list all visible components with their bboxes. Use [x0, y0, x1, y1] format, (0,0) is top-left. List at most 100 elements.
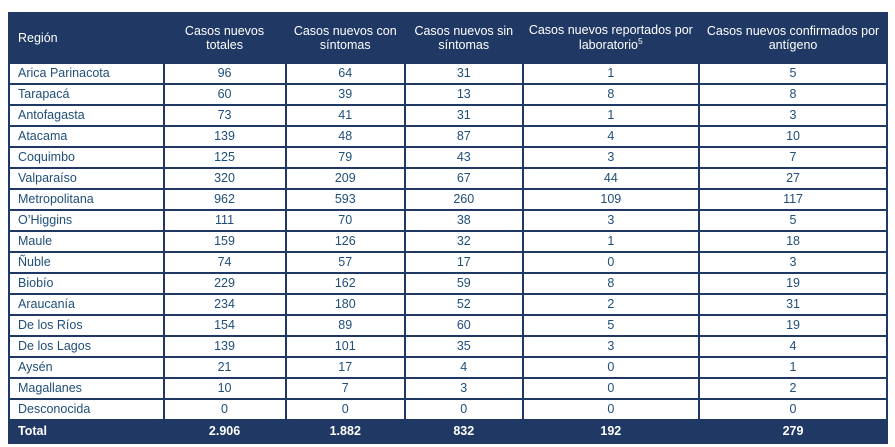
region-name: Atacama — [8, 125, 165, 148]
table-row: Ñuble 74 57 17 0 3 — [8, 251, 888, 274]
cell-value: 96 — [162, 62, 287, 85]
table-row: Desconocida 0 0 0 0 0 — [8, 398, 888, 421]
column-header-casos-reportados-laboratorio: Casos nuevos reportados por laboratorio5 — [521, 12, 701, 64]
cell-value: 48 — [284, 125, 406, 148]
cell-value: 0 — [284, 398, 406, 421]
cell-value: 35 — [403, 335, 524, 358]
column-header-lab-label: Casos nuevos reportados por laboratorio — [528, 23, 693, 53]
cell-value: 180 — [284, 293, 406, 316]
total-value: 192 — [521, 419, 701, 444]
cell-value: 52 — [403, 293, 524, 316]
cell-value: 1 — [521, 104, 701, 127]
cell-value: 17 — [403, 251, 524, 274]
cell-value: 154 — [162, 314, 287, 337]
cell-value: 10 — [162, 377, 287, 400]
cell-value: 89 — [284, 314, 406, 337]
cell-value: 162 — [284, 272, 406, 295]
cell-value: 139 — [162, 125, 287, 148]
cell-value: 593 — [284, 188, 406, 211]
cell-value: 43 — [403, 146, 524, 169]
cell-value: 5 — [698, 62, 888, 85]
region-name: Antofagasta — [8, 104, 165, 127]
cell-value: 209 — [284, 167, 406, 190]
cell-value: 8 — [521, 272, 701, 295]
column-header-casos-nuevos-totales: Casos nuevos totales — [162, 12, 287, 64]
cell-value: 32 — [403, 230, 524, 253]
cell-value: 2 — [521, 293, 701, 316]
total-value: 1.882 — [284, 419, 406, 444]
table-row: Metropolitana 962 593 260 109 117 — [8, 188, 888, 211]
column-header-casos-nuevos-con-sintomas: Casos nuevos con síntomas — [284, 12, 406, 64]
cell-value: 60 — [162, 83, 287, 106]
table-row: Araucanía 234 180 52 2 31 — [8, 293, 888, 316]
total-value: 279 — [698, 419, 888, 444]
cell-value: 0 — [521, 251, 701, 274]
cell-value: 0 — [403, 398, 524, 421]
cell-value: 21 — [162, 356, 287, 379]
header-row: Región Casos nuevos totales Casos nuevos… — [8, 12, 888, 64]
cell-value: 17 — [284, 356, 406, 379]
cell-value: 64 — [284, 62, 406, 85]
cell-value: 139 — [162, 335, 287, 358]
cell-value: 3 — [403, 377, 524, 400]
cell-value: 111 — [162, 209, 287, 232]
table-row: De los Lagos 139 101 35 3 4 — [8, 335, 888, 358]
region-name: O’Higgins — [8, 209, 165, 232]
cell-value: 4 — [403, 356, 524, 379]
cell-value: 31 — [403, 62, 524, 85]
table-row: Arica Parinacota 96 64 31 1 5 — [8, 62, 888, 85]
cell-value: 3 — [521, 146, 701, 169]
cell-value: 3 — [521, 335, 701, 358]
cell-value: 3 — [698, 251, 888, 274]
cell-value: 0 — [521, 356, 701, 379]
cell-value: 0 — [521, 398, 701, 421]
region-name: Maule — [8, 230, 165, 253]
cell-value: 159 — [162, 230, 287, 253]
cell-value: 27 — [698, 167, 888, 190]
cell-value: 59 — [403, 272, 524, 295]
total-value: 2.906 — [162, 419, 287, 444]
region-name: Ñuble — [8, 251, 165, 274]
cell-value: 125 — [162, 146, 287, 169]
cell-value: 962 — [162, 188, 287, 211]
cell-value: 1 — [698, 356, 888, 379]
cell-value: 0 — [698, 398, 888, 421]
cell-value: 7 — [284, 377, 406, 400]
cell-value: 19 — [698, 272, 888, 295]
cell-value: 3 — [698, 104, 888, 127]
cell-value: 79 — [284, 146, 406, 169]
table-row: Antofagasta 73 41 31 1 3 — [8, 104, 888, 127]
cell-value: 41 — [284, 104, 406, 127]
cell-value: 70 — [284, 209, 406, 232]
cell-value: 260 — [403, 188, 524, 211]
region-name: Valparaíso — [8, 167, 165, 190]
column-header-casos-nuevos-sin-sintomas: Casos nuevos sin síntomas — [403, 12, 524, 64]
table-row: Valparaíso 320 209 67 44 27 — [8, 167, 888, 190]
table-row: Tarapacá 60 39 13 8 8 — [8, 83, 888, 106]
cell-value: 234 — [162, 293, 287, 316]
cell-value: 39 — [284, 83, 406, 106]
cell-value: 4 — [521, 125, 701, 148]
region-name: Aysén — [8, 356, 165, 379]
cell-value: 7 — [698, 146, 888, 169]
region-name: De los Ríos — [8, 314, 165, 337]
region-name: Arica Parinacota — [8, 62, 165, 85]
region-name: Desconocida — [8, 398, 165, 421]
table-row: De los Ríos 154 89 60 5 19 — [8, 314, 888, 337]
cell-value: 57 — [284, 251, 406, 274]
total-label: Total — [8, 419, 165, 444]
cell-value: 126 — [284, 230, 406, 253]
table-row: Coquimbo 125 79 43 3 7 — [8, 146, 888, 169]
cell-value: 5 — [698, 209, 888, 232]
cell-value: 2 — [698, 377, 888, 400]
cell-value: 67 — [403, 167, 524, 190]
column-header-region: Región — [8, 12, 165, 64]
table-row: Biobío 229 162 59 8 19 — [8, 272, 888, 295]
cell-value: 44 — [521, 167, 701, 190]
region-name: Araucanía — [8, 293, 165, 316]
cell-value: 101 — [284, 335, 406, 358]
regional-cases-table-container: Región Casos nuevos totales Casos nuevos… — [8, 12, 888, 444]
cell-value: 18 — [698, 230, 888, 253]
cell-value: 31 — [403, 104, 524, 127]
total-row: Total 2.906 1.882 832 192 279 — [8, 419, 888, 444]
